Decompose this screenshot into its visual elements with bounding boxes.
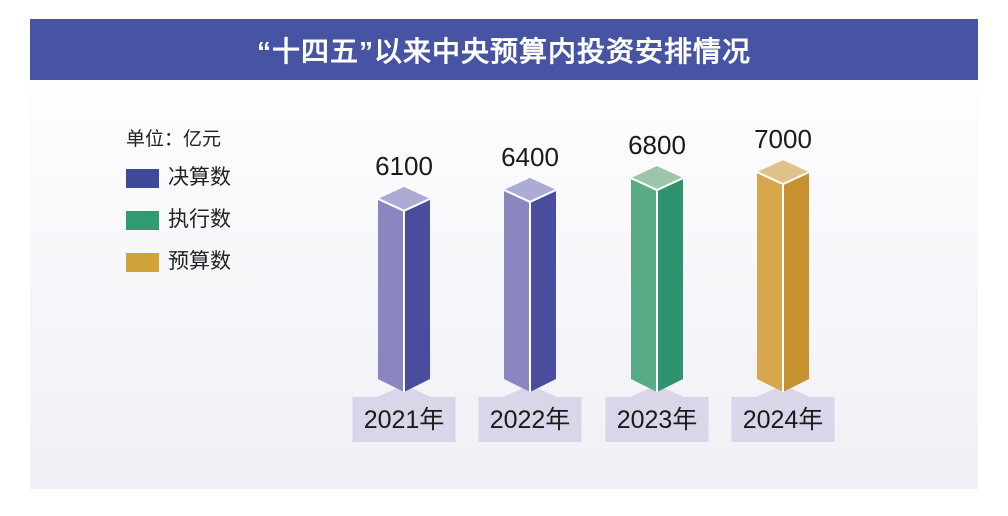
bar-top-face-2024年 (757, 160, 809, 185)
bar-top-face-2023年 (631, 166, 683, 191)
chart-panel: 单位：亿元 决算数 执行数 预算数 2021年 2022年 2023年 2024年 61… (30, 80, 978, 489)
category-label-2024年: 2024年 (743, 406, 824, 434)
bar-edge-highlight-2022年 (503, 189, 557, 392)
bar-left-face-2021年 (378, 198, 404, 392)
category-plate-2023年 (605, 385, 709, 442)
execution-swatch-icon (126, 210, 159, 230)
category-label-2022年: 2022年 (490, 406, 571, 434)
legend-label: 执行数 (168, 208, 231, 231)
legend-label: 决算数 (168, 166, 231, 189)
category-plate-2021年 (352, 385, 456, 442)
bar-right-face-2024年 (783, 172, 809, 392)
value-label-2021年: 6100 (375, 151, 433, 181)
title-bar: “十四五”以来中央预算内投资安排情况 (30, 19, 978, 80)
category-label-2021年: 2021年 (364, 406, 445, 434)
bar-chart-svg: 2021年 2022年 2023年 2024年 6100 6400 6800 7000 (352, 124, 835, 442)
category-plate-2022年 (478, 385, 582, 442)
bar-right-face-2022年 (530, 189, 556, 392)
page-title: “十四五”以来中央预算内投资安排情况 (256, 35, 751, 67)
legend-item-execution: 执行数 (126, 208, 231, 231)
unit-label: 单位：亿元 (126, 129, 222, 150)
category-plate-2024年 (731, 385, 835, 442)
bar-left-face-2022年 (504, 189, 530, 392)
bar-right-face-2021年 (404, 198, 430, 392)
value-label-2022年: 6400 (501, 142, 559, 172)
bar-edge-highlight-2024年 (756, 171, 810, 392)
value-label-2023年: 6800 (628, 130, 686, 160)
legend-label: 预算数 (168, 250, 231, 273)
bar-left-face-2024年 (757, 172, 783, 392)
bar-edge-highlight-2023年 (630, 177, 684, 392)
budget-swatch-icon (126, 252, 159, 272)
bar-edge-highlight-2021年 (377, 197, 431, 392)
value-label-2024年: 7000 (754, 124, 812, 154)
legend: 决算数 执行数 预算数 (126, 166, 231, 294)
final-account-swatch-icon (126, 168, 159, 188)
bar-right-face-2023年 (657, 178, 683, 392)
legend-item-final-account: 决算数 (126, 166, 231, 189)
legend-item-budget: 预算数 (126, 250, 231, 273)
category-label-2023年: 2023年 (617, 406, 698, 434)
bar-left-face-2023年 (631, 178, 657, 392)
